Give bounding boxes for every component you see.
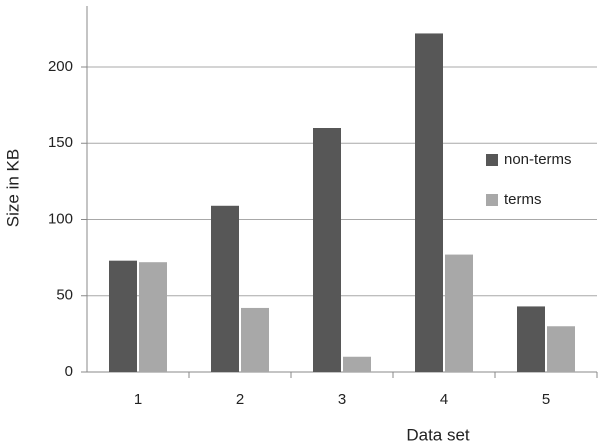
x-tick-label: 3 <box>338 391 346 408</box>
bar <box>547 326 575 372</box>
x-tick-label: 4 <box>440 391 448 408</box>
y-tick-label: 150 <box>48 134 73 151</box>
bar <box>313 128 341 372</box>
legend-label: terms <box>504 191 542 208</box>
y-tick-label: 100 <box>48 210 73 227</box>
legend-swatch <box>486 194 498 206</box>
legend-swatch <box>486 154 498 166</box>
x-tick-label: 2 <box>236 391 244 408</box>
bar <box>343 356 371 372</box>
bar <box>109 260 137 372</box>
bar <box>415 33 443 372</box>
bar <box>139 262 167 372</box>
x-axis-title: Data set <box>406 425 470 444</box>
bar <box>211 205 239 372</box>
y-tick-label: 200 <box>48 58 73 75</box>
y-tick-label: 0 <box>65 363 73 380</box>
bar <box>517 306 545 372</box>
legend-label: non-terms <box>504 151 572 168</box>
x-tick-label: 1 <box>134 391 142 408</box>
x-tick-label: 5 <box>542 391 550 408</box>
y-axis-title: Size in KB <box>3 149 22 227</box>
y-tick-label: 50 <box>56 287 73 304</box>
bar <box>241 307 269 372</box>
bar <box>445 254 473 372</box>
